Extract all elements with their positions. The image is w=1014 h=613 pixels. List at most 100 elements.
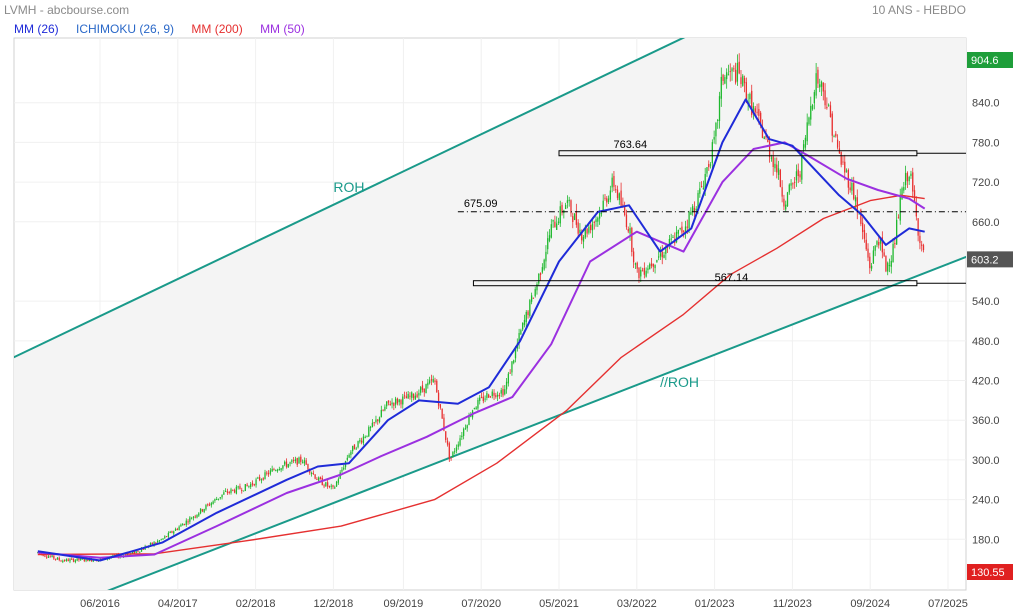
candle-body (699, 188, 701, 194)
candle-body (856, 197, 858, 213)
candle-body (777, 168, 780, 175)
time-tick-label: 03/2022 (617, 598, 657, 610)
candle-body (278, 469, 280, 471)
candle-body (663, 254, 665, 258)
candle-body (46, 556, 48, 558)
candle-body (253, 484, 255, 486)
candle-body (652, 263, 654, 267)
candle-body (797, 169, 799, 177)
candle-body (305, 460, 307, 465)
candle-body (178, 526, 180, 531)
candle-body (572, 216, 574, 223)
candle-body (749, 93, 751, 100)
candle-body (56, 557, 59, 560)
candle-body (640, 270, 642, 277)
candle-body (396, 398, 399, 404)
price-candle (602, 194, 604, 213)
price-candle (785, 200, 787, 212)
price-candle (677, 229, 680, 238)
candle-body (352, 445, 354, 452)
candle-body (786, 192, 789, 207)
candle-body (137, 551, 139, 553)
price-candle (461, 431, 463, 441)
candle-body (318, 477, 320, 481)
price-candle (865, 232, 867, 251)
candle-body (645, 270, 647, 277)
price-candle (319, 476, 322, 480)
candle-body (588, 226, 590, 233)
price-candle (488, 393, 490, 398)
price-candle (294, 456, 297, 464)
price-candle (292, 456, 295, 464)
price-candle (450, 457, 452, 461)
price-candle (616, 185, 619, 201)
price-candle (822, 82, 824, 101)
candle-body (695, 208, 697, 210)
price-candle (305, 457, 307, 465)
price-candle (829, 101, 832, 118)
candle-body (817, 69, 819, 84)
candle-body (369, 426, 372, 428)
price-candle (713, 130, 715, 144)
candle-body (171, 531, 173, 533)
price-candle (867, 243, 869, 262)
candle-body (337, 479, 340, 483)
price-candle (278, 466, 280, 471)
price-candle (910, 170, 912, 179)
price-candle (330, 483, 332, 490)
candle-body (167, 532, 170, 537)
candle-body (538, 273, 540, 284)
candle-body (683, 230, 685, 232)
price-candle (804, 135, 807, 151)
price-candle (316, 477, 318, 481)
candle-body (165, 536, 168, 538)
price-candle (919, 230, 921, 250)
candle-body (427, 382, 429, 386)
price-candle (473, 407, 476, 410)
price-candle (285, 458, 288, 469)
candle-body (359, 440, 361, 442)
candle-body (80, 558, 82, 561)
price-candle (629, 222, 631, 241)
price-candle (391, 398, 393, 409)
candle-body (51, 555, 53, 558)
candle-body (522, 322, 524, 330)
candle-body (360, 440, 363, 443)
price-tick-label: 540.0 (972, 296, 1000, 308)
price-candle (180, 523, 182, 527)
candle-body (896, 219, 898, 245)
price-candle (258, 474, 261, 482)
price-candle (498, 392, 501, 399)
candle-body (765, 135, 767, 138)
candle-body (874, 245, 876, 251)
price-candle (557, 217, 560, 226)
price-candle (135, 551, 137, 554)
candle-body (894, 242, 896, 245)
channel-label-upper: ROH (333, 179, 364, 195)
candle-body (534, 289, 536, 297)
candle-body (271, 468, 273, 472)
candle-body (527, 311, 529, 316)
candle-body (523, 319, 526, 325)
candle-body (47, 556, 50, 558)
price-candle (561, 202, 563, 216)
price-candle (164, 535, 166, 540)
candle-body (241, 490, 243, 492)
candle-body (328, 485, 331, 487)
price-candle (199, 508, 202, 515)
price-badge-bg (967, 251, 1013, 268)
candle-body (439, 404, 442, 408)
candle-body (579, 229, 581, 233)
channel-lower-line (107, 255, 966, 590)
price-candle (400, 398, 402, 409)
candle-body (713, 137, 715, 140)
price-tick-label: 300.0 (972, 455, 1000, 467)
candle-body (355, 448, 357, 450)
price-candle (815, 62, 817, 99)
candle-body (881, 237, 883, 253)
candle-body (885, 255, 887, 272)
price-candle (452, 451, 454, 458)
candle-body (498, 394, 501, 396)
price-candle (486, 390, 488, 401)
price-candle (890, 255, 892, 274)
